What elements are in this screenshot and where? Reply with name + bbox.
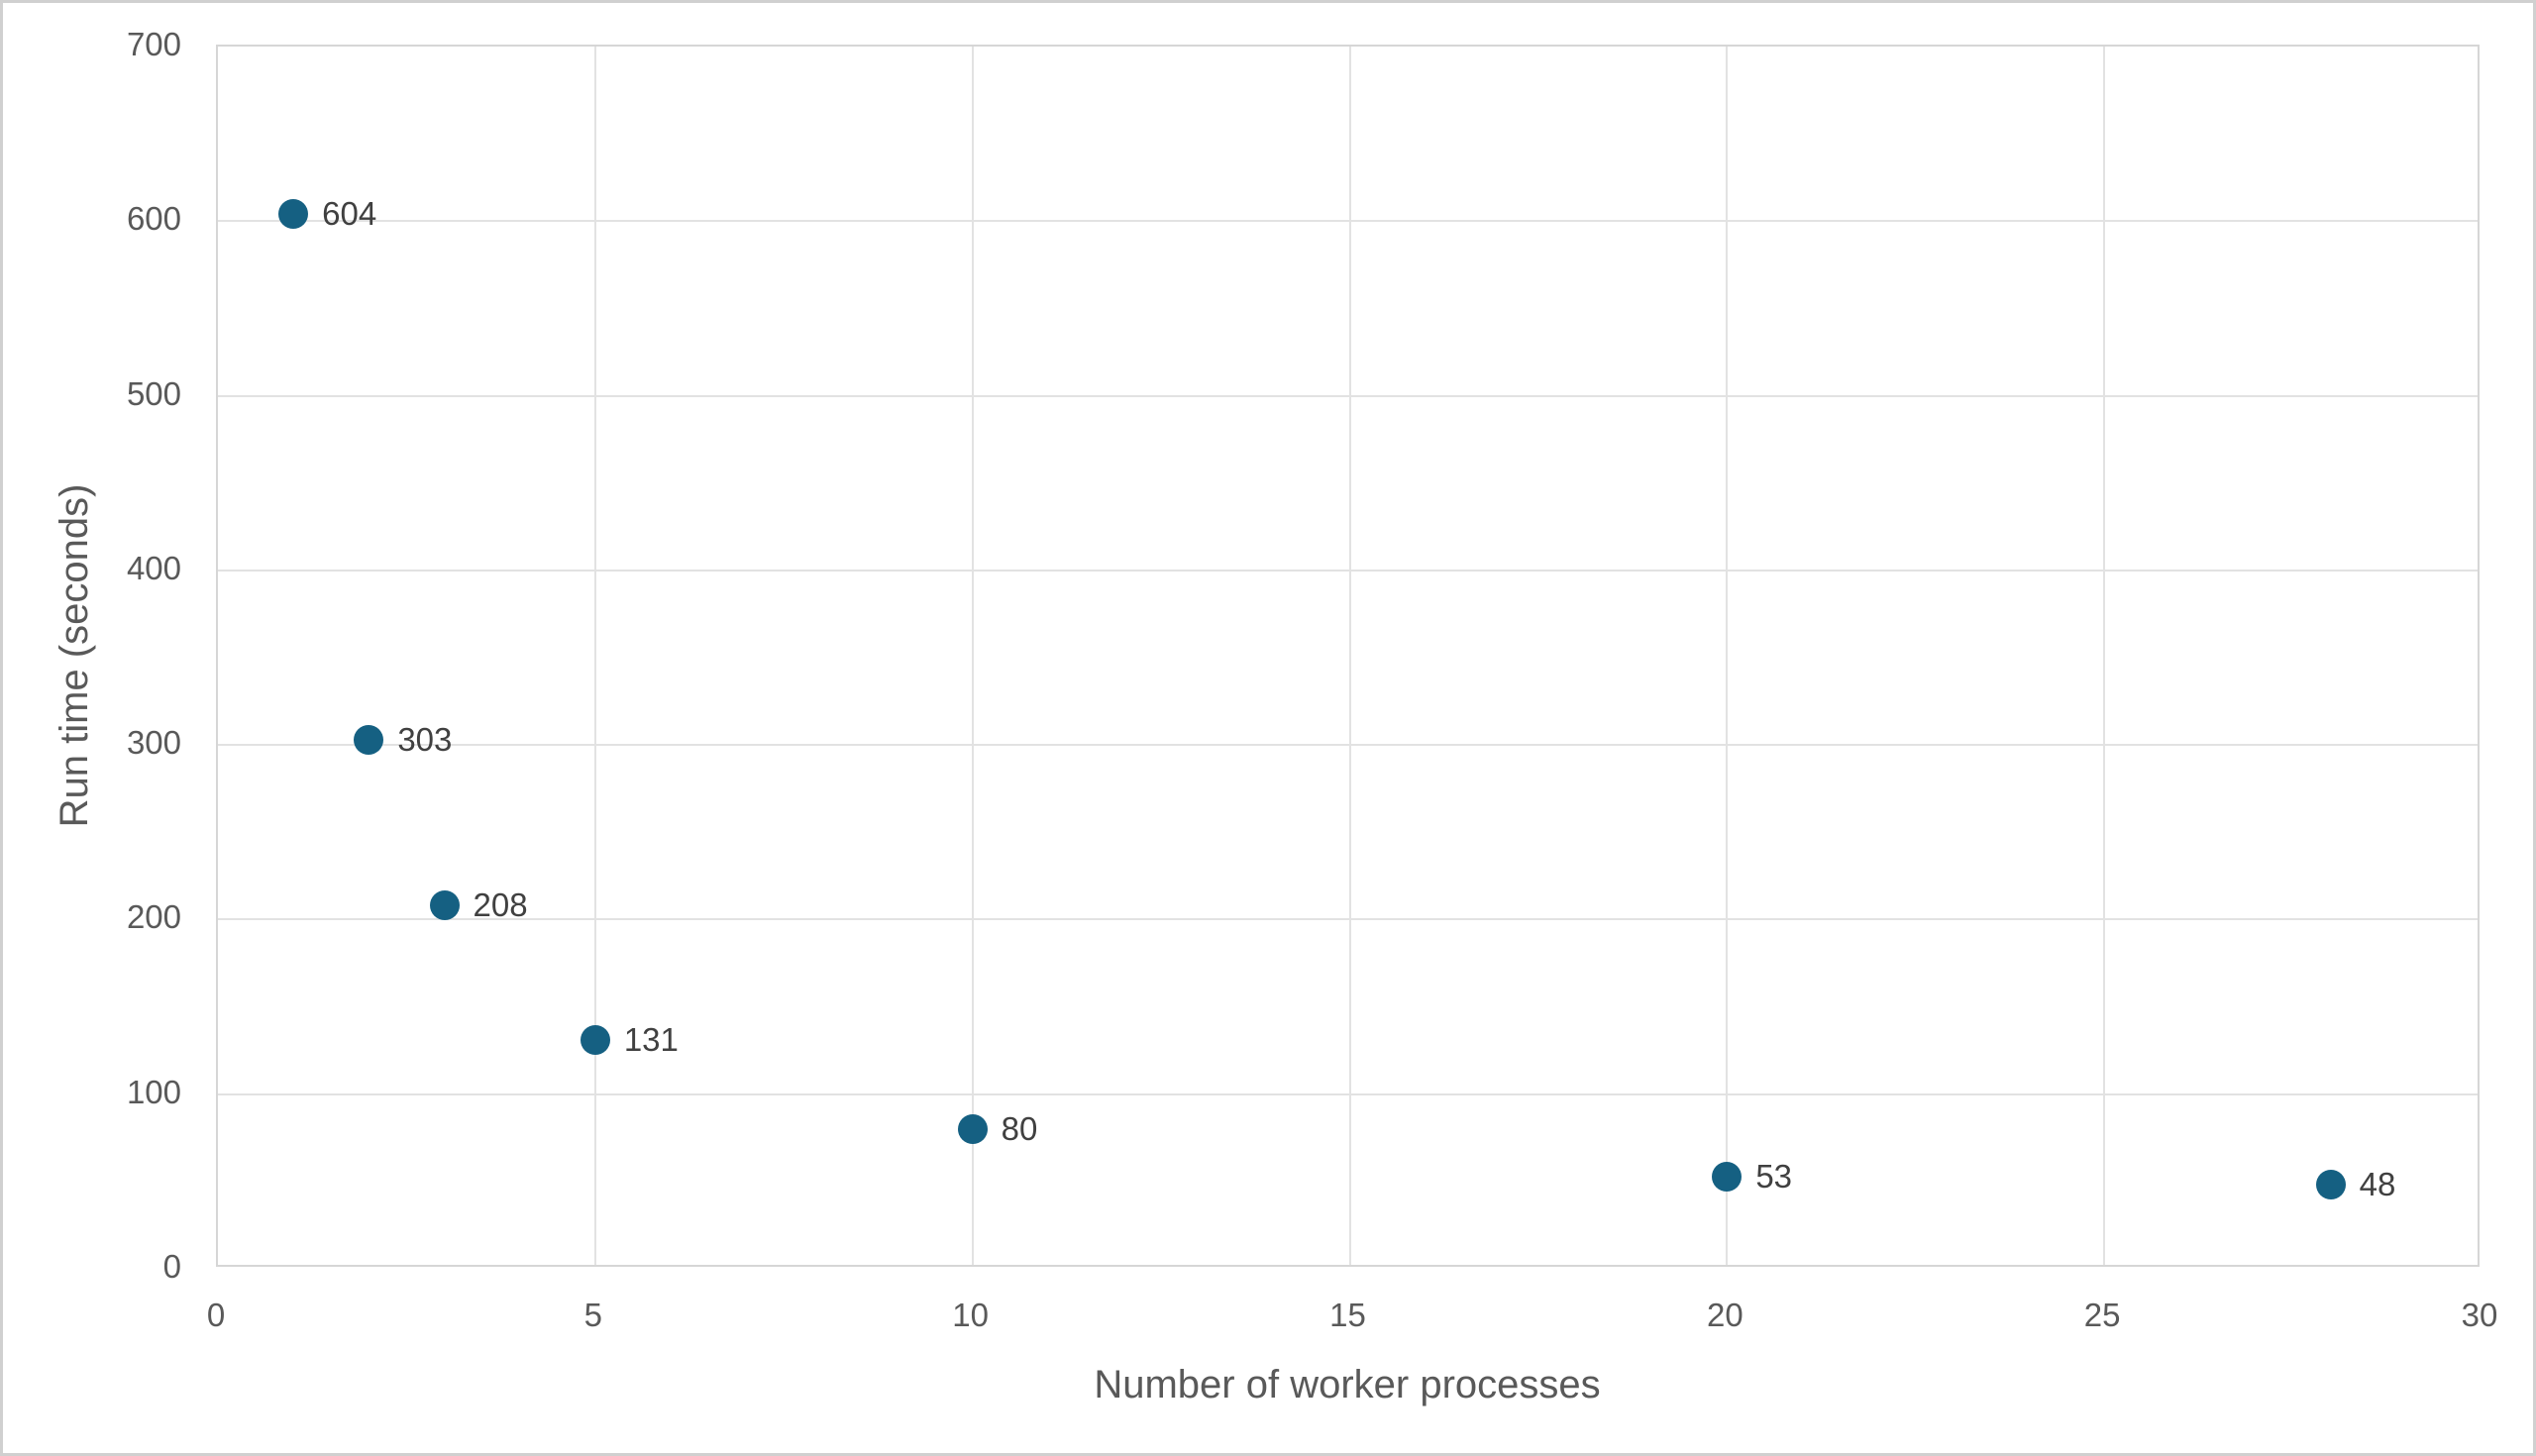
data-point-label: 303 — [397, 720, 453, 758]
data-point — [354, 724, 384, 755]
y-tick-label: 100 — [126, 1073, 181, 1110]
horizontal-gridline — [218, 394, 2478, 397]
vertical-gridline — [971, 47, 974, 1265]
y-tick-label: 300 — [126, 724, 181, 762]
data-point — [1712, 1161, 1743, 1192]
data-point — [2315, 1170, 2346, 1200]
data-point — [278, 199, 309, 230]
x-tick-label: 5 — [583, 1297, 602, 1333]
data-point-label: 48 — [2359, 1166, 2396, 1203]
y-tick-label: 500 — [126, 374, 181, 412]
horizontal-gridline — [218, 220, 2478, 223]
y-tick-label: 600 — [126, 200, 181, 238]
x-tick-label: 15 — [1329, 1297, 1366, 1333]
plot-area: 604 303 208 131 80 53 48 — [216, 45, 2480, 1267]
y-tick-label: 0 — [162, 1248, 181, 1285]
y-tick-label: 200 — [126, 898, 181, 936]
y-tick-label: 400 — [126, 549, 181, 586]
data-point — [957, 1113, 988, 1144]
y-tick-label: 700 — [126, 26, 181, 62]
data-point-label: 604 — [322, 195, 377, 233]
x-tick-label: 20 — [1706, 1297, 1744, 1333]
data-point-label: 80 — [1001, 1109, 1038, 1147]
x-tick-label: 25 — [2083, 1297, 2121, 1333]
x-tick-label: 30 — [2461, 1297, 2498, 1333]
vertical-gridline — [1348, 47, 1351, 1265]
data-point-label: 131 — [623, 1021, 679, 1059]
data-point-label: 208 — [473, 886, 528, 924]
horizontal-gridline — [218, 569, 2478, 572]
data-point-label: 53 — [1755, 1157, 1793, 1195]
horizontal-gridline — [218, 918, 2478, 921]
data-point — [429, 890, 460, 921]
horizontal-gridline — [218, 744, 2478, 747]
x-tick-label: 10 — [952, 1297, 990, 1333]
vertical-gridline — [593, 47, 596, 1265]
data-point — [580, 1025, 610, 1056]
horizontal-gridline — [218, 1092, 2478, 1095]
vertical-gridline — [1726, 47, 1729, 1265]
y-axis-title: Run time (seconds) — [53, 483, 96, 828]
x-tick-label: 0 — [206, 1297, 226, 1333]
x-axis-title: Number of worker processes — [1094, 1363, 1601, 1406]
vertical-gridline — [2103, 47, 2106, 1265]
